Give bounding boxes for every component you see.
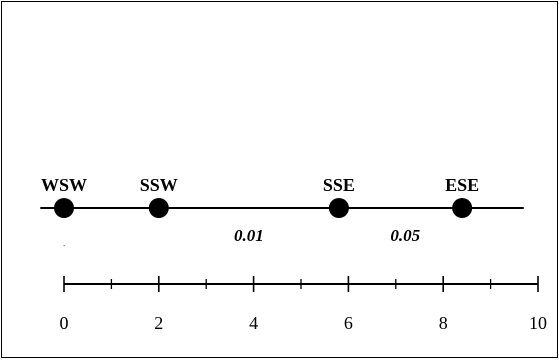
tick-label: 10	[529, 313, 547, 333]
tick-label: 0	[60, 313, 69, 333]
data-point	[54, 198, 74, 218]
tick-label: 4	[249, 313, 258, 333]
tick-label: 2	[154, 313, 163, 333]
point-label: ESE	[445, 175, 479, 195]
point-label: SSW	[140, 175, 178, 195]
point-line-group: WSW SSW SSE ESE 0.01 0.05	[40, 175, 524, 247]
axis-group: 0 2 4 6 8 10	[60, 276, 547, 333]
tick-label: 8	[439, 313, 448, 333]
annotation-label: 0.01	[234, 226, 264, 245]
point-label: WSW	[41, 175, 87, 195]
point-label: SSE	[323, 175, 355, 195]
tick-label: 6	[344, 313, 353, 333]
annotation-label: 0.05	[390, 226, 420, 245]
stray-mark	[63, 245, 65, 247]
data-point	[328, 198, 349, 218]
data-point	[148, 198, 169, 218]
data-point	[452, 198, 473, 218]
